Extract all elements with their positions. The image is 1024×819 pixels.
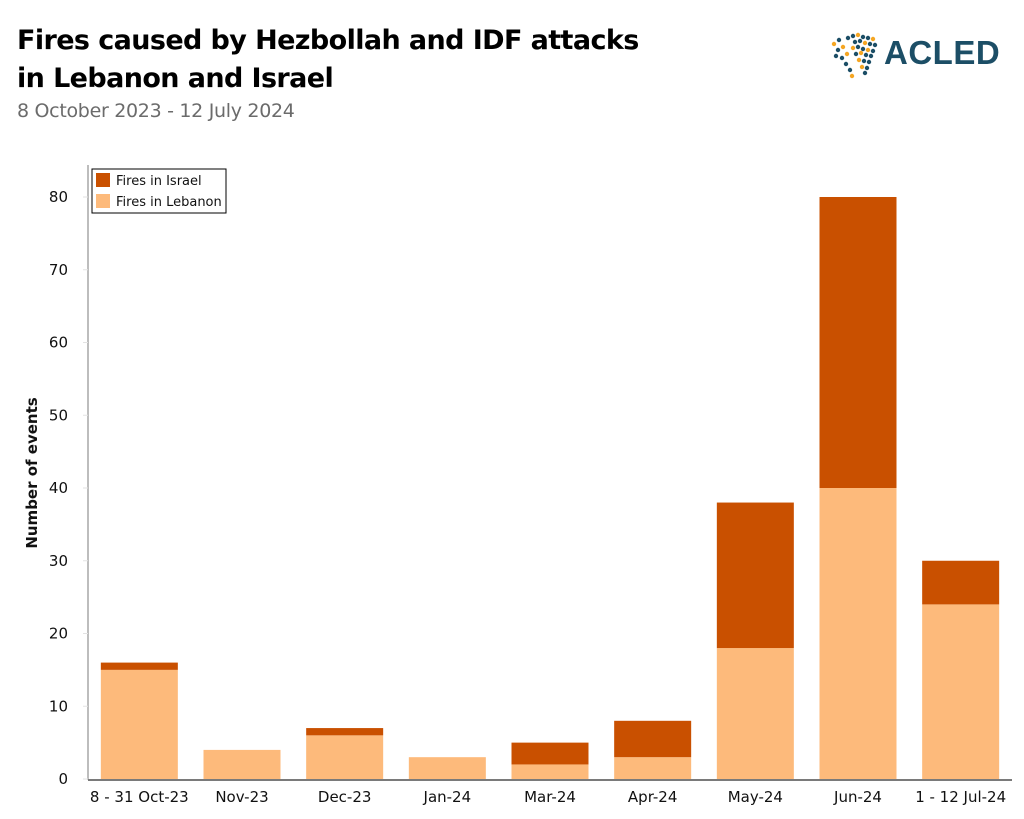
logo-dot xyxy=(836,37,842,43)
acled-logo: ACLED xyxy=(826,30,1016,80)
legend-swatch-israel xyxy=(96,173,110,187)
bar-israel xyxy=(511,742,589,765)
logo-dot xyxy=(872,42,878,48)
chart-title-line-1: Fires caused by Hezbollah and IDF attack… xyxy=(17,25,639,56)
y-tick-label: 20 xyxy=(49,625,68,643)
y-tick-label: 30 xyxy=(49,552,68,570)
bar-lebanon xyxy=(306,735,384,779)
y-tick-label: 70 xyxy=(49,261,68,279)
x-tick-label: Dec-23 xyxy=(318,788,372,806)
logo-dot xyxy=(833,53,839,59)
logo-dot xyxy=(870,48,876,54)
logo-dot xyxy=(850,33,856,39)
logo-dot xyxy=(849,73,855,79)
logo-dot xyxy=(860,34,866,40)
bar-israel xyxy=(819,197,897,488)
x-tick-label: 1 - 12 Jul-24 xyxy=(915,788,1006,806)
bar-lebanon xyxy=(100,669,178,779)
x-tick-label: Jan-24 xyxy=(423,788,472,806)
logo-dot xyxy=(857,38,863,44)
logo-dot xyxy=(853,51,859,57)
logo-text: ACLED xyxy=(884,34,1001,71)
legend-swatch-lebanon xyxy=(96,194,110,208)
y-tick-label: 50 xyxy=(49,406,68,424)
logo-dot xyxy=(855,44,861,50)
bar-israel xyxy=(922,560,1000,605)
logo-dot xyxy=(843,61,849,67)
logo-dot xyxy=(863,52,869,58)
bar-lebanon xyxy=(203,749,281,779)
legend-box xyxy=(91,168,227,214)
y-axis-ticks: 0 10 20 30 40 50 60 70 80 xyxy=(49,188,88,788)
bar-israel xyxy=(306,728,384,736)
logo-dot xyxy=(850,45,856,51)
bar-israel xyxy=(100,662,178,670)
globe-icon xyxy=(831,32,878,79)
y-axis-title: Number of events xyxy=(23,397,41,548)
legend-label-lebanon: Fires in Lebanon xyxy=(116,195,222,210)
bar-lebanon xyxy=(819,488,897,779)
bar-lebanon xyxy=(614,757,692,779)
logo-dot xyxy=(839,55,845,61)
y-tick-label: 0 xyxy=(58,770,68,788)
logo-dot xyxy=(865,35,871,41)
chart-subtitle: 8 October 2023 - 12 July 2024 xyxy=(17,100,295,122)
logo-dot xyxy=(868,53,874,59)
logo-dot xyxy=(856,57,862,63)
logo-dot xyxy=(847,67,853,73)
x-tick-label: Apr-24 xyxy=(628,788,678,806)
logo-dot xyxy=(858,50,864,56)
x-tick-label: May-24 xyxy=(728,788,783,806)
x-tick-label: 8 - 31 Oct-23 xyxy=(90,788,189,806)
logo-dot xyxy=(870,36,876,42)
logo-dot xyxy=(865,47,871,53)
y-tick-label: 60 xyxy=(49,334,68,352)
bar-lebanon xyxy=(922,604,1000,779)
logo-dot xyxy=(835,47,841,53)
bar-lebanon xyxy=(511,764,589,779)
bars xyxy=(100,197,1000,779)
x-tick-label: Mar-24 xyxy=(524,788,576,806)
y-tick-label: 40 xyxy=(49,479,68,497)
logo-dot xyxy=(845,35,851,41)
legend: Fires in Israel Fires in Lebanon xyxy=(91,168,227,214)
logo-dot xyxy=(866,59,872,65)
logo-dot xyxy=(862,40,868,46)
logo-dot xyxy=(859,64,865,70)
y-tick-label: 80 xyxy=(49,188,68,206)
x-axis-ticks: 8 - 31 Oct-23 Nov-23 Dec-23 Jan-24 Mar-24 Apr… xyxy=(90,788,1006,806)
logo-dot xyxy=(862,70,868,76)
bar-lebanon xyxy=(716,648,794,779)
logo-dot xyxy=(864,65,870,71)
bar-israel xyxy=(614,720,692,758)
logo-dot xyxy=(861,58,867,64)
legend-label-israel: Fires in Israel xyxy=(116,174,202,189)
x-tick-label: Jun-24 xyxy=(833,788,882,806)
logo-dot xyxy=(840,44,846,50)
chart-title-line-2: in Lebanon and Israel xyxy=(17,63,334,94)
bar-lebanon xyxy=(408,757,486,779)
logo-dot xyxy=(852,39,858,45)
logo-dot xyxy=(831,41,837,47)
logo-dot xyxy=(844,51,850,57)
x-tick-label: Nov-23 xyxy=(215,788,268,806)
logo-dot xyxy=(867,41,873,47)
logo-dot xyxy=(860,46,866,52)
logo-dot xyxy=(855,32,861,38)
bar-israel xyxy=(716,502,794,649)
y-tick-label: 10 xyxy=(49,697,68,715)
chart-title: Fires caused by Hezbollah and IDF attack… xyxy=(17,22,717,98)
